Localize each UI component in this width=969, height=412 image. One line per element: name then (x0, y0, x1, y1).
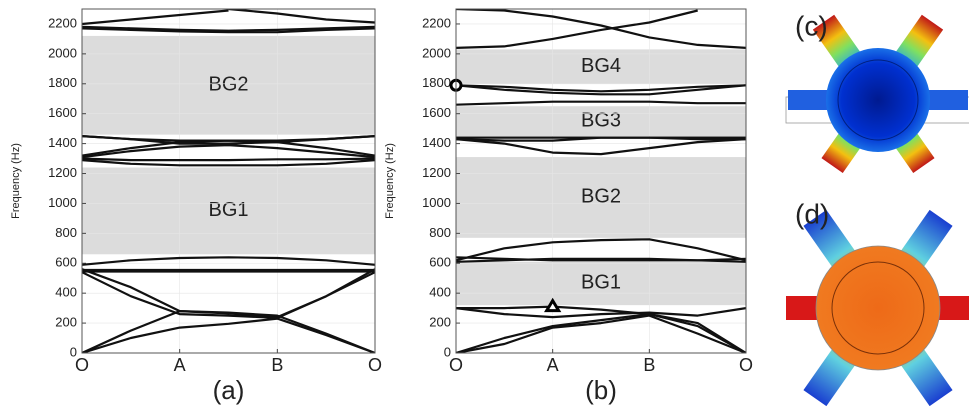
x-tick-label: O (368, 355, 382, 375)
y-tick-label: 1800 (48, 75, 77, 90)
band-gap-label: BG2 (581, 186, 621, 208)
x-tick-label: O (739, 355, 753, 375)
y-tick-label: 1600 (422, 105, 451, 120)
figure: (c) (d) BG1BG202004006008001000120014001… (0, 0, 969, 412)
x-tick-label: A (174, 355, 186, 375)
y-tick-label: 1600 (48, 105, 77, 120)
panel-label: (c) (795, 10, 828, 41)
x-tick-label: O (449, 355, 463, 375)
panel-label: (a) (213, 375, 245, 405)
y-tick-label: 400 (429, 285, 451, 300)
y-tick-label: 600 (429, 255, 451, 270)
band-chart: BG1BG20200400600800100012001400160018002… (10, 9, 382, 405)
y-tick-label: 200 (55, 315, 77, 330)
y-axis-title: Frequency (Hz) (384, 143, 396, 219)
y-tick-label: 1000 (48, 195, 77, 210)
band-gap-label: BG4 (581, 55, 621, 77)
x-tick-label: B (643, 355, 655, 375)
x-tick-label: O (75, 355, 89, 375)
y-tick-label: 1400 (422, 135, 451, 150)
y-tick-label: 1200 (422, 165, 451, 180)
y-tick-label: 2200 (48, 15, 77, 30)
y-axis-title: Frequency (Hz) (10, 143, 22, 219)
panel-label: (b) (585, 375, 617, 405)
x-tick-label: B (271, 355, 283, 375)
y-tick-label: 200 (429, 315, 451, 330)
x-tick-label: A (547, 355, 559, 375)
mode-shape-c: (c) (786, 10, 969, 173)
band-gap-label: BG1 (581, 272, 621, 294)
band-gap-label: BG3 (581, 109, 621, 131)
y-tick-label: 800 (429, 225, 451, 240)
y-tick-label: 1400 (48, 135, 77, 150)
y-tick-label: 2000 (48, 45, 77, 60)
y-tick-label: 1200 (48, 165, 77, 180)
y-tick-label: 1000 (422, 195, 451, 210)
panel-label: (d) (795, 198, 829, 229)
band-chart: BG1BG2BG3BG40200400600800100012001400160… (384, 9, 753, 405)
y-tick-label: 600 (55, 255, 77, 270)
y-tick-label: 1800 (422, 75, 451, 90)
mode-shape-d: (d) (786, 198, 969, 406)
y-tick-label: 2200 (422, 15, 451, 30)
y-tick-label: 800 (55, 225, 77, 240)
band-gap-label: BG2 (208, 74, 248, 96)
y-tick-label: 400 (55, 285, 77, 300)
band-gap-label: BG1 (208, 199, 248, 221)
y-tick-label: 2000 (422, 45, 451, 60)
